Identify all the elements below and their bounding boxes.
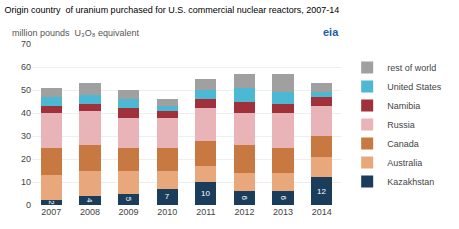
svg-text:10: 10	[201, 189, 210, 198]
svg-text:60: 60	[21, 62, 31, 72]
svg-text:2009: 2009	[119, 207, 139, 217]
svg-text:2007: 2007	[41, 207, 61, 217]
svg-text:Canada: Canada	[387, 139, 419, 149]
svg-text:United States: United States	[387, 82, 442, 92]
svg-text:12: 12	[317, 187, 326, 196]
svg-text:Namibia: Namibia	[387, 101, 420, 111]
svg-text:2013: 2013	[273, 207, 293, 217]
svg-text:million pounds U₃O₈ equivalen: million pounds U₃O₈ equivalent	[12, 28, 139, 38]
svg-text:2014: 2014	[312, 207, 332, 217]
svg-text:70: 70	[21, 39, 31, 49]
svg-text:2012: 2012	[234, 207, 254, 217]
svg-text:50: 50	[21, 85, 31, 95]
svg-text:Origin country of uranium pur: Origin country of uranium purchased for …	[5, 5, 340, 15]
svg-text:6: 6	[240, 196, 249, 201]
svg-text:2008: 2008	[80, 207, 100, 217]
svg-text:Kazakhstan: Kazakhstan	[387, 177, 434, 187]
svg-text:eia: eia	[323, 26, 339, 38]
svg-text:rest of world: rest of world	[387, 63, 436, 73]
svg-text:10: 10	[21, 177, 31, 187]
svg-text:0: 0	[26, 200, 31, 210]
svg-text:2: 2	[47, 200, 56, 205]
svg-text:2010: 2010	[157, 207, 177, 217]
svg-text:20: 20	[21, 154, 31, 164]
svg-text:2011: 2011	[196, 207, 215, 217]
svg-text:30: 30	[21, 131, 31, 141]
svg-text:4: 4	[85, 198, 94, 203]
svg-text:7: 7	[165, 192, 170, 201]
svg-text:6: 6	[279, 196, 288, 201]
svg-text:40: 40	[21, 108, 31, 118]
svg-text:Russia: Russia	[387, 120, 415, 130]
svg-text:Australia: Australia	[387, 158, 422, 168]
svg-text:5: 5	[124, 197, 133, 202]
